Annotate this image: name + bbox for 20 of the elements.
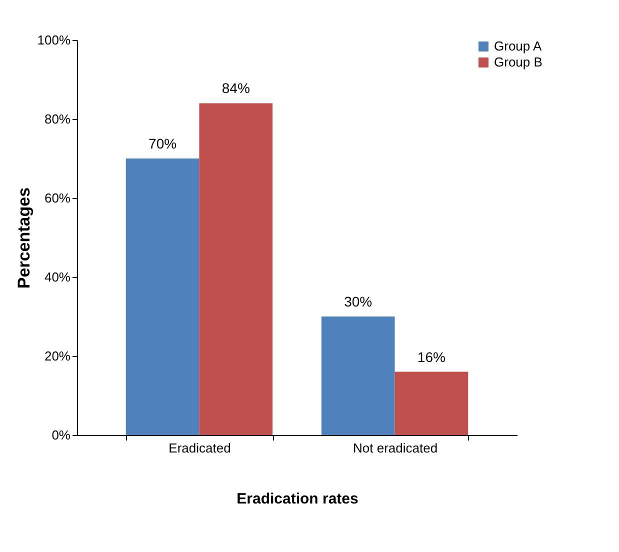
y-tick-label: 100% [37, 32, 71, 48]
data-label: 70% [148, 136, 177, 152]
bar [199, 103, 273, 435]
y-tick-label: 0% [52, 428, 71, 442]
bar [321, 316, 395, 435]
legend-label: Group A [494, 38, 542, 54]
x-tick-label: Not eradicated [352, 440, 438, 456]
legend-label: Group B [494, 54, 542, 70]
data-label: 30% [344, 294, 372, 310]
bar [126, 158, 200, 435]
data-label: 16% [417, 348, 446, 365]
y-tick-label: 80% [44, 112, 71, 126]
data-label: 84% [222, 80, 250, 96]
y-tick-label: 20% [44, 348, 71, 364]
y-tick-label: 40% [44, 270, 71, 284]
x-tick-label: Eradicated [168, 440, 231, 456]
y-tick-label: 60% [44, 190, 71, 206]
bar [394, 372, 468, 435]
x-axis-title: Eradication rates [236, 490, 358, 508]
y-axis-title: Percentages [14, 187, 34, 289]
